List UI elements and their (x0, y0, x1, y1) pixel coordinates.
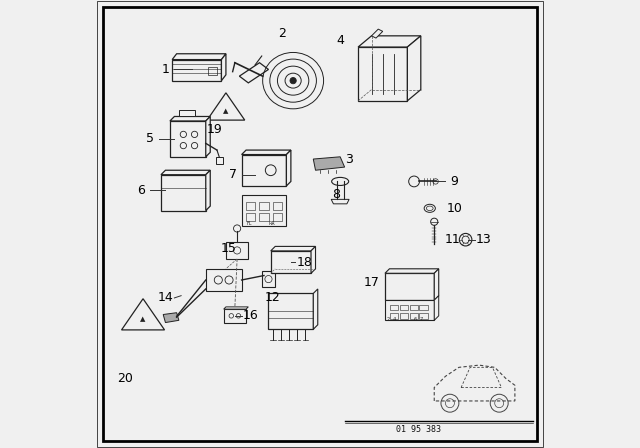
Polygon shape (224, 307, 248, 309)
Polygon shape (179, 110, 195, 116)
Bar (246, 213, 255, 221)
Bar (390, 313, 398, 319)
Bar (273, 213, 282, 221)
Polygon shape (435, 365, 515, 401)
Ellipse shape (424, 204, 435, 212)
Bar (273, 202, 282, 210)
Polygon shape (161, 170, 210, 175)
Bar (246, 202, 255, 210)
Polygon shape (242, 195, 287, 226)
Bar (400, 305, 408, 310)
Text: 4: 4 (336, 34, 344, 47)
Bar (259, 202, 269, 210)
Polygon shape (435, 269, 439, 300)
Polygon shape (172, 60, 221, 81)
Text: ▲: ▲ (140, 316, 146, 322)
Text: FL: FL (246, 221, 252, 226)
Text: 14: 14 (157, 291, 173, 305)
Polygon shape (207, 93, 244, 120)
Text: 15: 15 (220, 242, 236, 255)
Polygon shape (332, 199, 349, 204)
Text: 8: 8 (332, 188, 340, 202)
Polygon shape (269, 293, 314, 329)
Polygon shape (172, 54, 226, 60)
Polygon shape (221, 54, 226, 81)
Polygon shape (385, 273, 435, 300)
Polygon shape (161, 175, 206, 211)
Text: 17: 17 (364, 276, 380, 289)
Polygon shape (163, 313, 179, 323)
Bar (390, 305, 398, 310)
Bar (400, 313, 408, 319)
Text: 6: 6 (137, 184, 145, 197)
Polygon shape (206, 116, 210, 157)
Polygon shape (271, 251, 311, 273)
Text: 19: 19 (207, 123, 223, 137)
Text: 01 95 383: 01 95 383 (396, 425, 441, 434)
Polygon shape (435, 296, 439, 320)
Bar (419, 313, 428, 319)
Polygon shape (170, 116, 210, 121)
Polygon shape (408, 36, 421, 101)
Text: 9: 9 (451, 175, 458, 188)
Bar (419, 305, 428, 310)
Text: 1: 1 (161, 63, 170, 76)
Text: 2: 2 (278, 27, 286, 40)
Polygon shape (314, 157, 345, 170)
Bar (259, 213, 269, 221)
Polygon shape (287, 150, 291, 186)
Polygon shape (358, 47, 408, 101)
Text: 2  4: 2 4 (387, 317, 396, 322)
Polygon shape (206, 170, 210, 211)
Text: 13: 13 (476, 233, 492, 246)
Text: 16: 16 (243, 309, 259, 323)
Text: RR: RR (269, 221, 275, 226)
Text: 12: 12 (265, 291, 281, 305)
Circle shape (290, 78, 296, 84)
Polygon shape (262, 271, 275, 287)
Polygon shape (271, 246, 316, 251)
Ellipse shape (332, 177, 349, 185)
Polygon shape (239, 63, 269, 83)
Polygon shape (311, 246, 316, 273)
Text: 11: 11 (444, 233, 460, 246)
Text: 18: 18 (296, 255, 312, 269)
Text: ▲: ▲ (223, 108, 228, 114)
Text: 10: 10 (447, 202, 462, 215)
Text: 5: 5 (146, 132, 154, 146)
Text: 20: 20 (117, 372, 133, 385)
Text: 6  7: 6 7 (414, 317, 423, 322)
Bar (410, 313, 418, 319)
Polygon shape (242, 155, 287, 186)
Bar (209, 67, 216, 75)
Polygon shape (358, 36, 421, 47)
Polygon shape (371, 29, 383, 38)
Polygon shape (385, 300, 435, 320)
Polygon shape (122, 299, 164, 330)
Polygon shape (314, 289, 317, 329)
Polygon shape (224, 309, 246, 323)
Bar (410, 305, 418, 310)
Text: 7: 7 (228, 168, 237, 181)
Polygon shape (385, 269, 439, 273)
Text: 3: 3 (345, 152, 353, 166)
Polygon shape (206, 269, 241, 291)
Polygon shape (242, 150, 291, 155)
Polygon shape (216, 157, 223, 164)
Polygon shape (170, 121, 206, 157)
Polygon shape (226, 242, 248, 259)
